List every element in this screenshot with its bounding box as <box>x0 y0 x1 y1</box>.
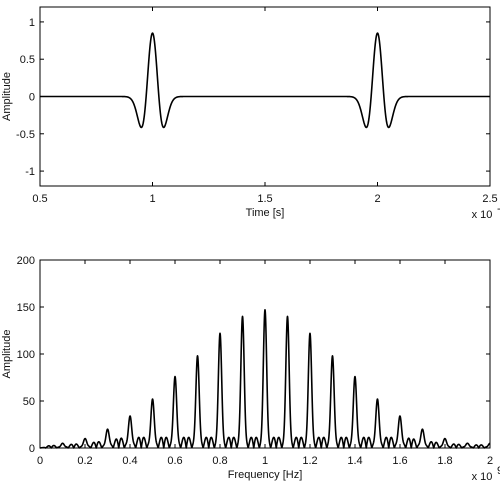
chart1-y-tick-label: 0 <box>29 92 35 104</box>
chart2-y-axis-label: Amplitude <box>1 330 13 379</box>
chart2-y-tick-label: 50 <box>23 396 35 408</box>
chart2-x-tick-label: 0.4 <box>122 455 137 467</box>
chart1-x-tick-label: 2 <box>374 193 380 205</box>
chart1-y-tick-label: -0.5 <box>16 129 35 141</box>
chart2-x-tick-label: 0.8 <box>212 455 227 467</box>
chart2-y-tick-label: 0 <box>29 443 35 455</box>
chart1-x-axis-label: Time [s] <box>246 207 285 219</box>
chart2-x-tick-label: 1 <box>262 455 268 467</box>
chart1-y-axis-label: Amplitude <box>1 72 13 121</box>
chart2-plot-frame <box>39 259 491 449</box>
chart1-x-tick-label: 1 <box>149 193 155 205</box>
chart1-y-tick-label: 1 <box>29 17 35 29</box>
chart1-x-exponent: -8 <box>497 203 500 215</box>
chart1-x-tick-label: 1.5 <box>257 193 272 205</box>
chart2-x-tick-label: 0.6 <box>167 455 182 467</box>
chart2-x-tick-label: 0 <box>37 455 43 467</box>
chart1-x-tick-label: 0.5 <box>32 193 47 205</box>
chart1-series-line <box>39 32 491 129</box>
chart2-x-tick-label: 1.4 <box>347 455 362 467</box>
chart2-x-tick-label: 1.8 <box>437 455 452 467</box>
chart1-y-tick-label: 0.5 <box>20 54 35 66</box>
chart2-y-tick-label: 150 <box>17 302 35 314</box>
chart2-series-line <box>39 309 491 449</box>
chart1-x-exponent-label: x 10 <box>472 209 493 221</box>
chart2-x-tick-label: 2 <box>487 455 493 467</box>
chart2-x-axis-label: Frequency [Hz] <box>228 469 303 481</box>
chart2-x-exponent-label: x 10 <box>472 471 493 483</box>
chart2-y-tick-label: 100 <box>17 349 35 361</box>
chart2-y-tick-label: 200 <box>17 255 35 267</box>
chart2-x-tick-label: 1.6 <box>392 455 407 467</box>
chart2-x-tick-label: 0.2 <box>77 455 92 467</box>
chart1-y-tick-label: -1 <box>25 166 35 178</box>
chart2-x-tick-label: 1.2 <box>302 455 317 467</box>
chart2-x-exponent: 9 <box>497 465 500 477</box>
chart1-x-tick-label: 2.5 <box>482 193 497 205</box>
